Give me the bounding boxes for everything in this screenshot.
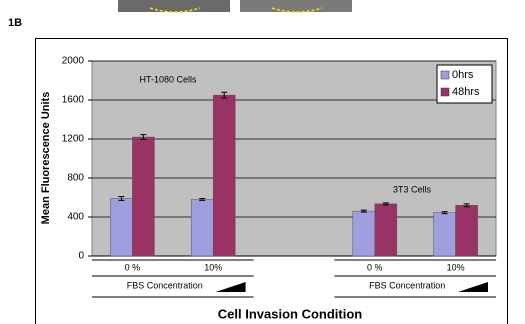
y-tick-label: 1600 — [62, 95, 85, 106]
panel-label: 1B — [8, 17, 22, 29]
group-label: FBS Concentration — [369, 280, 445, 290]
annotation: 3T3 Cells — [393, 184, 432, 194]
y-axis-title: Mean Fluorescence Units — [40, 92, 52, 225]
x-tick-label: 0 % — [367, 262, 383, 272]
group-label: FBS Concentration — [127, 280, 203, 290]
bar — [456, 205, 478, 256]
bar — [213, 95, 235, 256]
bar — [132, 137, 154, 256]
y-tick-label: 400 — [67, 212, 84, 223]
x-tick-label: 0 % — [125, 262, 141, 272]
bar — [434, 213, 456, 256]
bar — [191, 199, 213, 256]
legend-swatch — [441, 88, 449, 96]
y-tick-label: 1200 — [62, 134, 85, 145]
bar — [375, 204, 397, 256]
legend-label: 0hrs — [452, 69, 474, 81]
annotation: HT-1080 Cells — [139, 74, 197, 84]
x-axis-title: Cell Invasion Condition — [218, 306, 363, 321]
micrograph — [118, 0, 230, 12]
bar — [353, 211, 375, 256]
y-tick-label: 2000 — [62, 56, 85, 67]
y-tick-label: 0 — [78, 251, 84, 262]
x-tick-label: 10% — [447, 262, 465, 272]
x-tick-label: 10% — [204, 262, 222, 272]
y-tick-label: 800 — [67, 173, 84, 184]
chart: 1B Mean Fluorescence Units Cell Invasion… — [0, 0, 525, 324]
micrograph — [240, 0, 352, 12]
bar — [110, 198, 132, 256]
legend-swatch — [441, 71, 449, 79]
legend-label: 48hrs — [452, 86, 480, 98]
